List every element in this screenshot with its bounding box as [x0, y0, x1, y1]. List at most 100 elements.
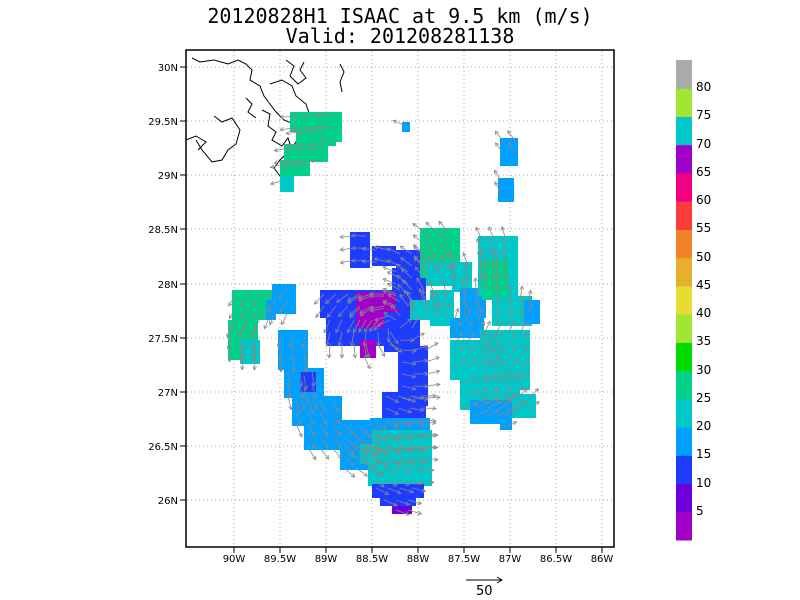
wind-vector — [411, 433, 427, 439]
colorbar-label: 60 — [696, 193, 712, 208]
wind-vector — [411, 459, 427, 465]
wind-vector — [511, 386, 524, 397]
wind-vector — [488, 237, 495, 253]
wind-vector — [343, 455, 356, 466]
wind-vector — [331, 435, 342, 448]
wind-vector — [285, 159, 301, 165]
wind-vector — [504, 273, 509, 289]
wind-vector — [463, 263, 469, 279]
lon-label: 87.5W — [448, 554, 480, 565]
wind-vector — [421, 289, 427, 305]
wind-vector — [386, 282, 401, 291]
wind-cell — [402, 122, 410, 132]
wind-vector — [343, 467, 356, 478]
wind-vector — [397, 421, 413, 428]
wind-vector — [226, 323, 233, 338]
wind-vector — [503, 261, 508, 277]
wind-vector — [483, 373, 496, 383]
lon-label: 88W — [407, 554, 430, 565]
wind-vector — [421, 420, 437, 426]
wind-vector — [389, 331, 399, 345]
wind-vector — [375, 459, 390, 468]
wind-vector — [423, 457, 439, 462]
wind-vector — [507, 130, 517, 143]
wind-vector — [387, 339, 399, 351]
lat-label: 26N — [158, 496, 178, 507]
reference-vector-label: 50 — [476, 584, 493, 599]
wind-vector — [507, 297, 513, 313]
wind-vector — [425, 369, 441, 375]
wind-vector — [279, 299, 289, 313]
wind-vector — [507, 333, 516, 347]
wind-vector — [343, 443, 355, 455]
wind-vector — [382, 301, 397, 309]
wind-vector — [495, 359, 507, 371]
wind-vector — [491, 273, 497, 289]
wind-vector — [411, 487, 427, 493]
wind-vector — [418, 287, 425, 303]
wind-vector — [399, 245, 413, 255]
longitude-labels: 90W 89.5W 89W 88.5W 88W 87.5W 87W 86.5W 86W — [223, 547, 613, 565]
wind-cell — [284, 144, 328, 162]
colorbar-swatch — [676, 144, 692, 174]
wind-vector — [438, 220, 449, 233]
wind-vector — [497, 396, 511, 405]
wind-vector — [460, 277, 466, 293]
wind-vector — [278, 287, 289, 300]
wind-vector — [411, 332, 426, 341]
wind-vector — [311, 371, 316, 387]
colorbar-swatch — [676, 370, 692, 400]
colorbar-swatch — [676, 257, 692, 287]
wind-vector — [495, 333, 504, 347]
wind-vector — [377, 343, 386, 358]
wind-vector — [386, 259, 401, 267]
wind-vector — [279, 114, 295, 120]
wind-vector — [323, 319, 331, 334]
wind-vector — [483, 333, 493, 347]
wind-vector — [335, 319, 343, 334]
colorbar-label: 80 — [696, 80, 712, 95]
wind-vector — [401, 348, 417, 354]
wind-vector — [425, 221, 437, 233]
colorbar-label: 50 — [696, 249, 712, 264]
wind-vector — [493, 249, 499, 265]
wind-vector — [392, 119, 407, 127]
wind-cell — [278, 330, 308, 370]
colorbar-swatch — [676, 201, 692, 230]
wind-vector — [383, 312, 397, 321]
wind-vector — [347, 439, 359, 450]
wind-vector — [494, 285, 500, 301]
wind-vector — [263, 315, 271, 330]
wind-vector — [325, 331, 331, 347]
wind-vector — [419, 479, 435, 485]
wind-vector — [252, 355, 257, 371]
wind-vector — [494, 130, 505, 143]
wind-vector — [367, 435, 381, 445]
wind-vector — [475, 388, 490, 397]
wind-vector — [463, 301, 469, 317]
wind-vector — [411, 447, 427, 453]
wind-vector — [307, 399, 314, 414]
wind-vector — [397, 395, 413, 402]
wind-vector — [315, 305, 325, 319]
latitude-labels: 30N 29.5N 29N 28.5N 28N 27.5N 27N 26.5N 26N — [148, 63, 186, 507]
lat-label: 30N — [158, 63, 178, 74]
wind-vector — [493, 169, 503, 183]
wind-vector — [285, 143, 301, 148]
wind-vector — [395, 467, 410, 474]
wind-vector — [519, 333, 528, 347]
wind-vector — [319, 435, 329, 449]
wind-vector — [465, 358, 478, 369]
wind-vector — [453, 307, 460, 323]
wind-vector — [412, 234, 425, 245]
colorbar-label: 55 — [696, 221, 712, 236]
wind-cell — [360, 444, 420, 464]
wind-vector — [494, 261, 500, 277]
wind-vector — [395, 509, 410, 516]
wind-vector — [351, 233, 367, 238]
wind-vector — [475, 226, 483, 241]
wind-vector — [390, 304, 401, 317]
wind-vector — [348, 305, 361, 316]
colorbar-label: 75 — [696, 108, 712, 123]
wind-vector — [295, 399, 302, 415]
